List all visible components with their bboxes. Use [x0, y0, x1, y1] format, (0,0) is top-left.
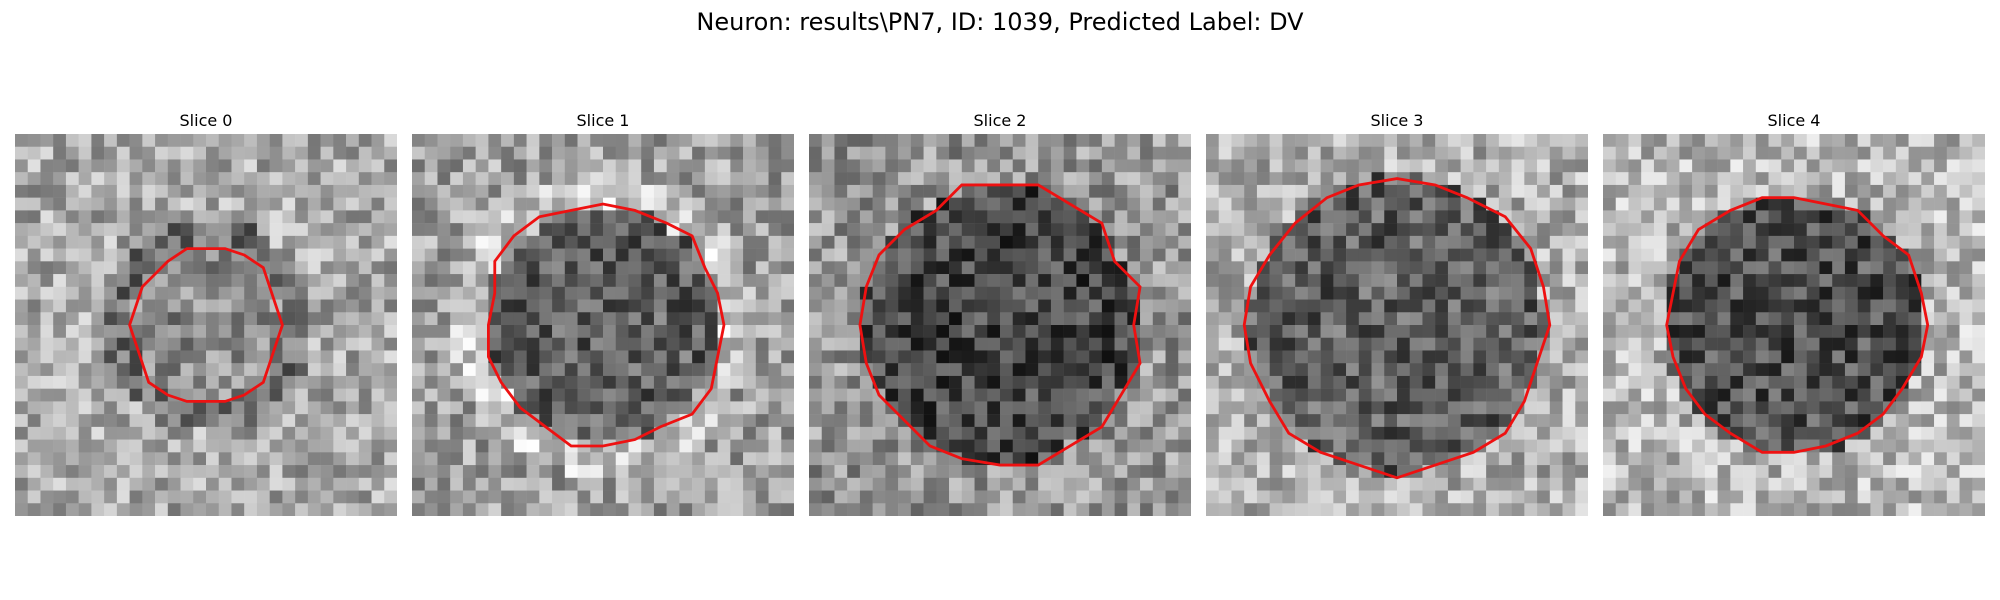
slice-title: Slice 3 [1370, 111, 1424, 130]
slice-title: Slice 4 [1767, 111, 1821, 130]
slice-image [412, 134, 794, 516]
slice-panel-2: Slice 2 [809, 108, 1191, 516]
slice-title: Slice 0 [179, 111, 233, 130]
contour-outline [858, 183, 1142, 467]
slice-panel-1: Slice 1 [412, 108, 794, 516]
slice-image [15, 134, 397, 516]
contour-outline [1665, 196, 1930, 454]
slice-image [1603, 134, 1985, 516]
contour-outline [486, 202, 726, 448]
contour-outline [128, 247, 284, 403]
slice-image [1206, 134, 1588, 516]
slice-title: Slice 2 [973, 111, 1027, 130]
contour-outline [1242, 177, 1552, 480]
figure-title: Neuron: results\PN7, ID: 1039, Predicted… [696, 8, 1304, 36]
slice-image [809, 134, 1191, 516]
slice-title: Slice 1 [576, 111, 630, 130]
slice-panel-4: Slice 4 [1603, 108, 1985, 516]
slice-panel-3: Slice 3 [1206, 108, 1588, 516]
slice-panel-0: Slice 0 [15, 108, 397, 516]
